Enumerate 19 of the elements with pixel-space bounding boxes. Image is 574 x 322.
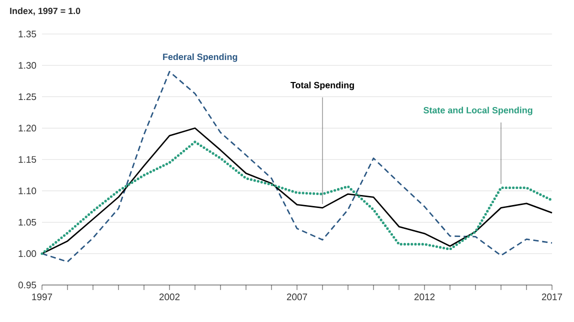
x-tick-label: 2012 (414, 294, 435, 300)
y-tick-label: 1.35 (18, 30, 36, 38)
y-tick-label: 1.10 (18, 188, 36, 194)
series-label: Federal Spending (163, 53, 238, 62)
x-tick-label: 1997 (32, 294, 52, 300)
x-tick-label: 2007 (286, 294, 308, 300)
y-tick-label: 1.05 (18, 218, 36, 226)
text: Total Spending (290, 82, 354, 90)
line-series (41, 70, 553, 262)
y-axis-title: Index, 1997 = 1.0 (10, 8, 80, 16)
y-tick-label: 1.20 (18, 124, 36, 132)
y-tick-label: 1.00 (18, 250, 36, 257)
y-tick-label: 0.95 (18, 282, 36, 288)
text: State and Local Spending (424, 106, 532, 116)
x-tick-label: 2002 (159, 294, 180, 300)
y-tick-label: 1.15 (18, 156, 36, 163)
y-tick-label: 1.25 (18, 93, 36, 100)
x-tick-label: 2017 (542, 294, 562, 300)
y-tick-label: 1.30 (18, 62, 36, 69)
